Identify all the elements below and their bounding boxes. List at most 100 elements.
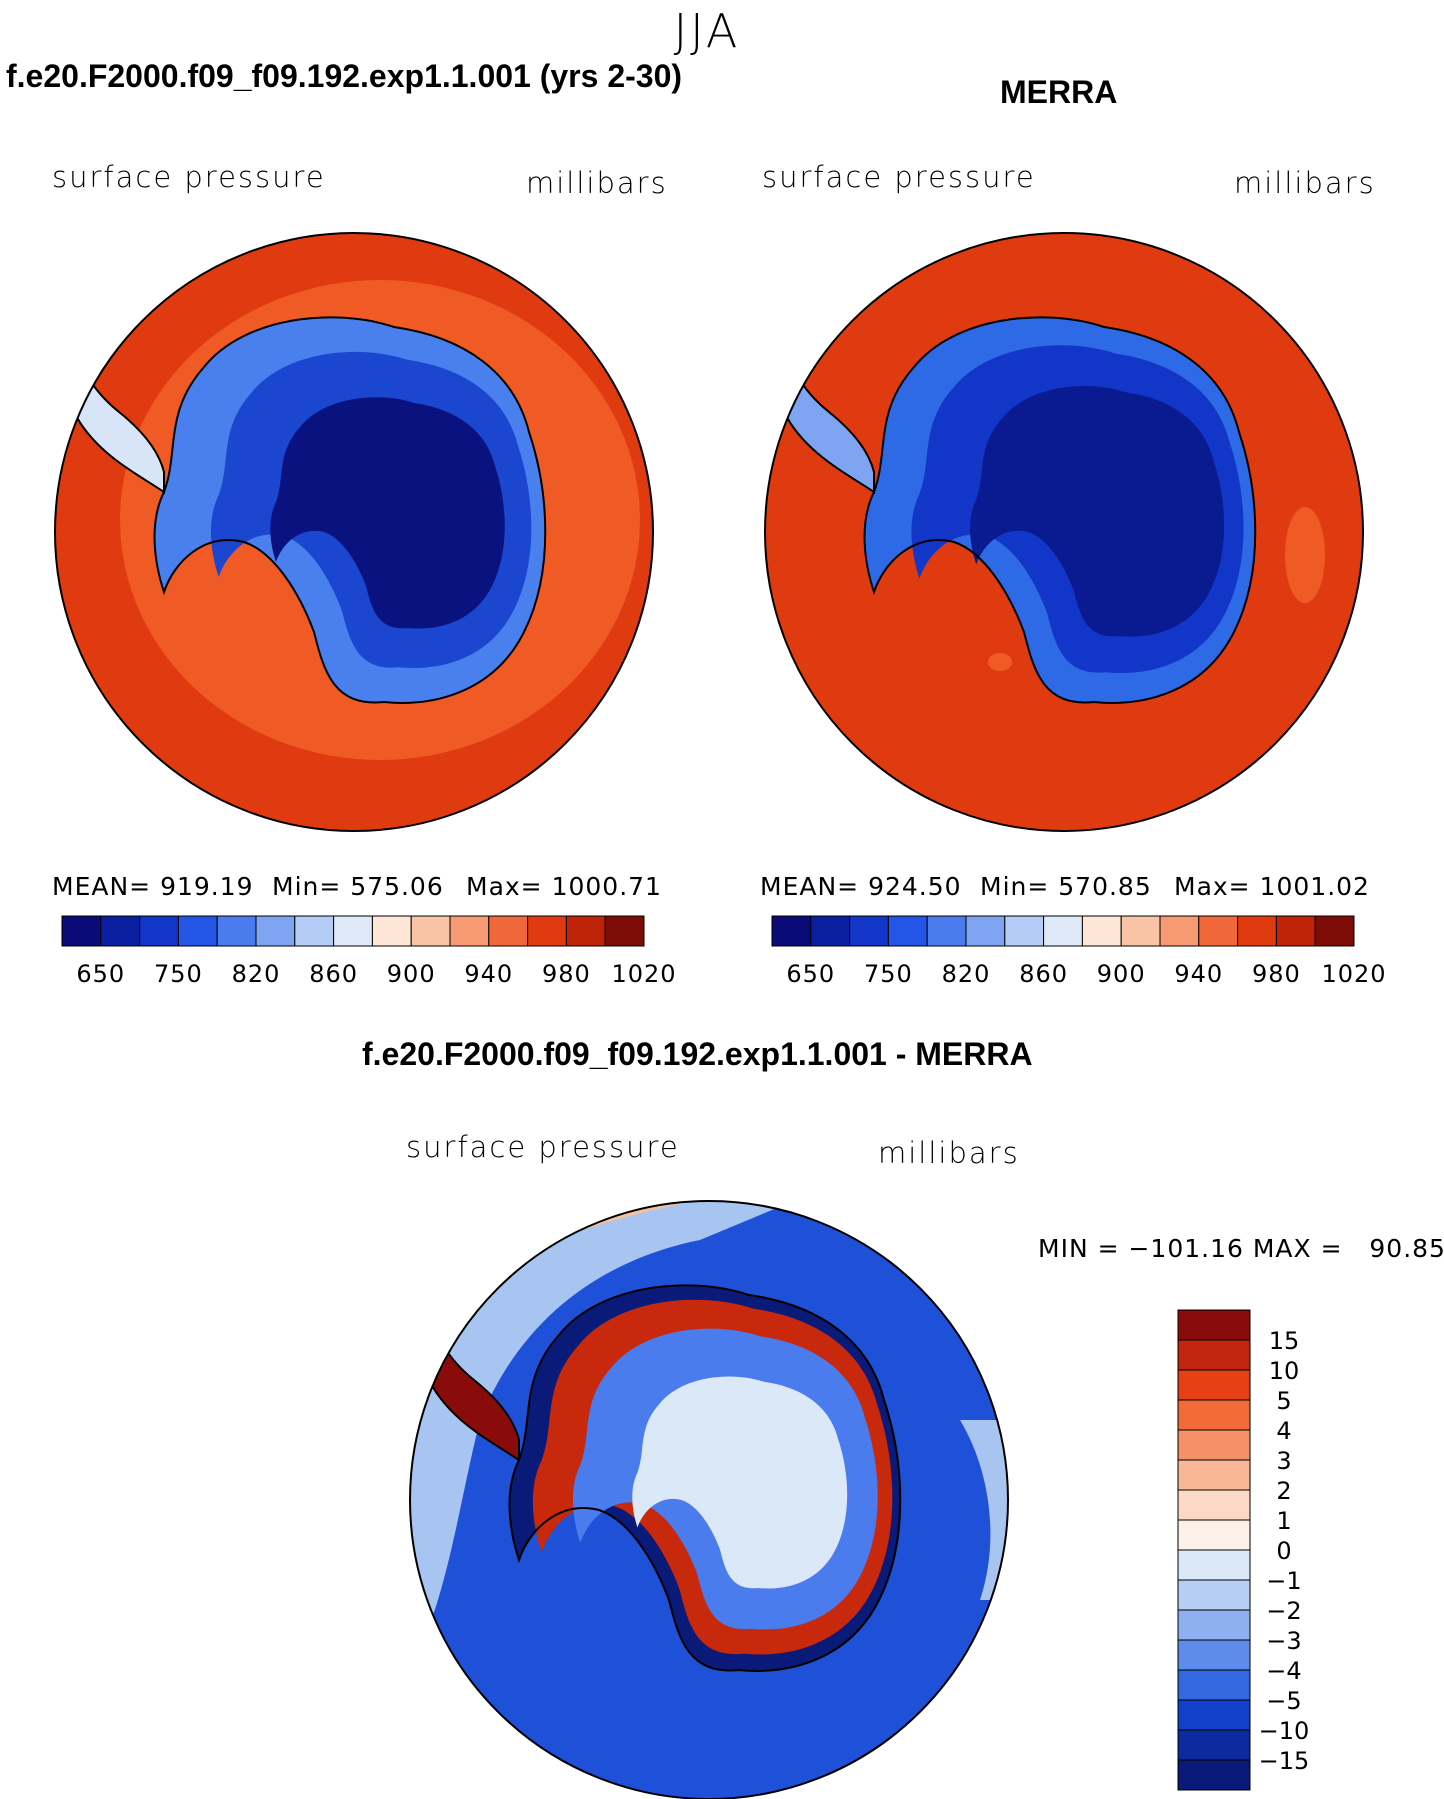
left-mean-stat: MEAN= 919.19 — [52, 872, 254, 901]
right-units-label: millibars — [1234, 166, 1376, 200]
colorbar-tick-label: 820 — [942, 960, 991, 988]
right-min-stat: Min= 570.85 — [980, 872, 1152, 901]
colorbar-tick-label: −10 — [1259, 1717, 1310, 1745]
colorbar-box — [604, 915, 645, 947]
colorbar-box — [565, 915, 606, 947]
map-left-border — [54, 232, 654, 832]
colorbar-box — [255, 915, 296, 947]
colorbar-tick-label: −2 — [1266, 1597, 1301, 1625]
colorbar-box — [1177, 1579, 1251, 1611]
left-max-stat: Max= 1000.71 — [466, 872, 662, 901]
colorbar-tick-label: 650 — [76, 960, 125, 988]
diff-light-band-east — [960, 1420, 1008, 1600]
colorbar-tick-label: −4 — [1266, 1657, 1301, 1685]
colorbar-box — [216, 915, 257, 947]
colorbar-box — [887, 915, 928, 947]
colorbar-box — [371, 915, 412, 947]
colorbar-tick-label: 750 — [864, 960, 913, 988]
colorbar-tick-label: 860 — [1019, 960, 1068, 988]
ocean-patch — [1285, 507, 1325, 603]
colorbar-box — [177, 915, 218, 947]
diff-units-label: millibars — [878, 1136, 1020, 1170]
left-min-stat: Min= 575.06 — [272, 872, 444, 901]
left-units-label: millibars — [526, 166, 668, 200]
colorbar-tick-label: 10 — [1269, 1357, 1300, 1385]
colorbar-box — [1177, 1459, 1251, 1491]
colorbar-right: 650 750 820 860 900 940 980 1020 — [771, 915, 1386, 988]
colorbar-box — [1177, 1369, 1251, 1401]
colorbar-box — [965, 915, 1006, 947]
colorbar-box — [333, 915, 373, 947]
left-case-title: f.e20.F2000.f09_f09.192.exp1.1.001 (yrs … — [6, 58, 683, 94]
colorbar-tick-label: 820 — [232, 960, 281, 988]
left-variable-label: surface pressure — [52, 160, 326, 194]
diff-light-band — [410, 1201, 820, 1650]
colorbar-box — [1159, 915, 1200, 947]
colorbar-tick-label: −3 — [1266, 1627, 1301, 1655]
colorbar-box — [1177, 1639, 1251, 1671]
colorbar-tick-label: 940 — [464, 960, 513, 988]
ocean-patch — [988, 653, 1012, 671]
colorbar-box — [1177, 1429, 1251, 1461]
colorbar-tick-label: 980 — [542, 960, 591, 988]
colorbar-box — [139, 915, 179, 947]
colorbar-tick-label: 1 — [1276, 1507, 1291, 1535]
colorbar-tick-label: 3 — [1276, 1447, 1291, 1475]
diff-case-title: f.e20.F2000.f09_f09.192.exp1.1.001 - MER… — [362, 1036, 1033, 1072]
colorbar-tick-label: −5 — [1266, 1687, 1301, 1715]
colorbar-box — [1081, 915, 1122, 947]
map-left — [55, 233, 653, 831]
colorbar-tick-label: 900 — [1097, 960, 1146, 988]
colorbar-box — [1177, 1699, 1251, 1731]
colorbar-tick-label: 4 — [1276, 1417, 1291, 1445]
colorbar-box — [1177, 1339, 1251, 1371]
colorbar-box — [61, 915, 102, 947]
colorbar-tick-label: 1020 — [1321, 960, 1386, 988]
colorbar-box — [849, 915, 889, 947]
colorbar-tick-label: 980 — [1252, 960, 1301, 988]
colorbar-tick-label: −1 — [1266, 1567, 1301, 1595]
colorbar-box — [410, 915, 451, 947]
colorbar-tick-label: 1020 — [611, 960, 676, 988]
right-mean-stat: MEAN= 924.50 — [760, 872, 962, 901]
right-max-stat: Max= 1001.02 — [1174, 872, 1370, 901]
figure-title: JJA — [673, 4, 741, 58]
colorbar-box — [1177, 1729, 1251, 1761]
colorbar-box — [1177, 1759, 1251, 1791]
colorbar-box — [1177, 1549, 1251, 1581]
colorbar-tick-label: 750 — [154, 960, 203, 988]
colorbar-box — [1043, 915, 1083, 947]
colorbar-box — [1177, 1309, 1251, 1341]
colorbar-box — [488, 915, 529, 947]
map-right-border — [764, 232, 1364, 832]
colorbar-box — [1177, 1609, 1251, 1641]
right-variable-label: surface pressure — [762, 160, 1036, 194]
colorbar-box — [1237, 915, 1277, 947]
colorbar-box — [1177, 1519, 1251, 1551]
colorbar-tick-label: 0 — [1276, 1537, 1291, 1565]
colorbar-tick-label: 15 — [1269, 1327, 1300, 1355]
map-right — [765, 233, 1363, 831]
colorbar-box — [1275, 915, 1316, 947]
colorbar-left: 650 750 820 860 900 940 980 1020 — [61, 915, 676, 988]
colorbar-tick-label: 650 — [786, 960, 835, 988]
colorbar-tick-label: −15 — [1259, 1747, 1310, 1775]
colorbar-box — [1004, 915, 1045, 947]
colorbar-box — [1198, 915, 1239, 947]
colorbar-box — [1314, 915, 1355, 947]
colorbar-box — [449, 915, 490, 947]
colorbar-box — [1177, 1489, 1251, 1521]
colorbar-box — [1177, 1669, 1251, 1701]
map-diff — [410, 1201, 1008, 1799]
colorbar-tick-label: 2 — [1276, 1477, 1291, 1505]
colorbar-tick-label: 860 — [309, 960, 358, 988]
colorbar-tick-label: 900 — [387, 960, 436, 988]
colorbar-box — [527, 915, 567, 947]
colorbar-box — [1120, 915, 1161, 947]
colorbar-box — [100, 915, 141, 947]
colorbar-tick-label: 5 — [1276, 1387, 1291, 1415]
right-case-title: MERRA — [1000, 74, 1118, 110]
diff-minmax-stat: MIN = −101.16 MAX = 90.85 — [1038, 1234, 1444, 1263]
